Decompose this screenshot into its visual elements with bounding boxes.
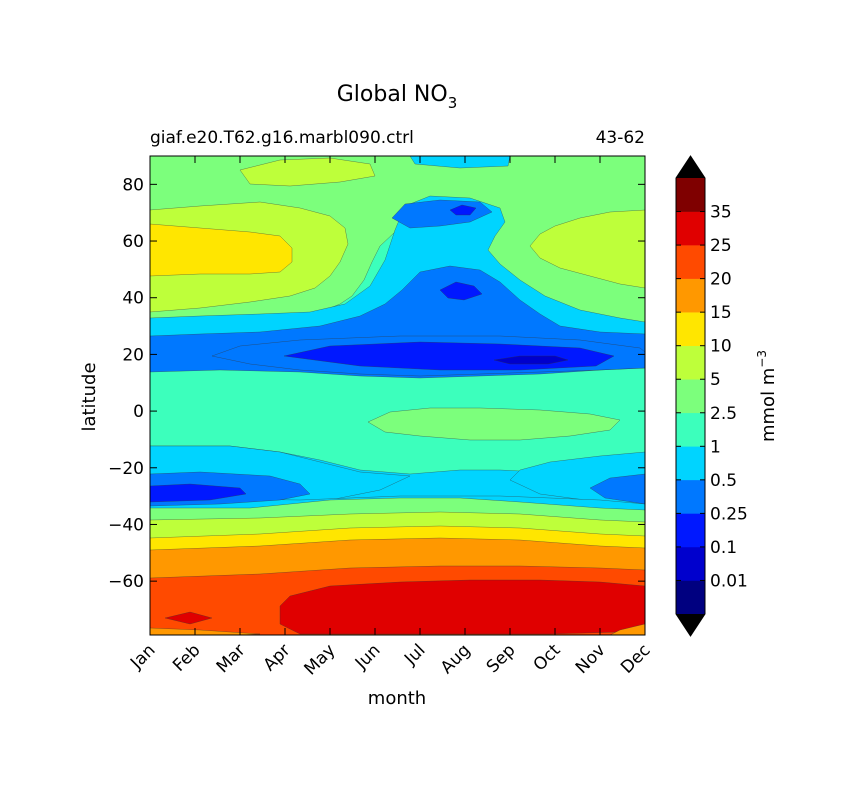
x-tick-label: Feb	[169, 640, 204, 675]
colorbar-extend-high	[676, 156, 705, 178]
x-tick-label: Dec	[617, 640, 654, 677]
colorbar-tick-label: 20	[710, 270, 732, 290]
x-tick-label: Mar	[213, 640, 250, 677]
subtitle-right: 43-62	[596, 128, 645, 148]
y-tick-label: 20	[122, 345, 144, 365]
colorbar-tick-label: 10	[710, 337, 732, 357]
x-tick-label: Apr	[260, 640, 295, 675]
band-south-0_1-0_25-west	[150, 483, 247, 503]
colorbar-label-superscript: −3	[755, 350, 769, 368]
colorbar-swatch	[676, 580, 705, 615]
band-north-5-10-top	[239, 157, 376, 187]
band-south-25-35-small	[164, 611, 213, 625]
chart-title-subscript: 3	[448, 94, 458, 112]
colorbar-swatch	[676, 513, 705, 548]
x-axis-label: month	[368, 688, 426, 709]
colorbar-swatch	[676, 345, 705, 380]
colorbar-label: mmol m−3	[755, 350, 779, 442]
y-tick-label: 80	[122, 175, 144, 195]
colorbar-swatch	[676, 546, 705, 581]
band-north-subtrop-0_01-0_1	[493, 355, 569, 365]
colorbar-swatch	[676, 479, 705, 514]
colorbar-tick-label: 35	[710, 203, 732, 223]
contour-field	[150, 156, 645, 635]
x-tick-label: May	[301, 640, 340, 679]
band-north-0_1-0_25-mid	[439, 281, 483, 301]
y-tick-label: −40	[108, 515, 144, 535]
colorbar-extend-low	[676, 614, 705, 636]
colorbar-tick-label: 0.25	[710, 504, 748, 524]
chart-title-main: Global NO	[337, 82, 448, 107]
y-tick-label: 40	[122, 289, 144, 309]
x-tick-label: Aug	[437, 640, 475, 678]
colorbar-swatch	[676, 446, 705, 481]
y-axis: 80 60 40 20 0 −20 −40 −60	[108, 175, 645, 592]
colorbar-tick-label: 0.1	[710, 538, 737, 558]
band-south-0_25-0_5-east	[589, 473, 645, 505]
band-equatorial-2_5-5	[367, 407, 621, 441]
colorbar-tick-label: 15	[710, 303, 732, 323]
plot-frame	[149, 155, 646, 636]
colorbar-swatch	[676, 278, 705, 313]
colorbar-tick-label: 2.5	[710, 404, 737, 424]
y-tick-label: 0	[133, 402, 144, 422]
band-south-15-20-edge	[150, 627, 261, 635]
colorbar-swatch	[676, 379, 705, 414]
y-axis-label: latitude	[79, 362, 100, 431]
x-tick-label: Oct	[530, 640, 565, 675]
subtitle-left: giaf.e20.T62.g16.marbl090.ctrl	[150, 128, 414, 148]
x-tick-label: Jan	[126, 640, 159, 673]
chart-title: Global NO3	[337, 82, 458, 112]
band-south-15-20-edge-east	[609, 623, 645, 635]
colorbar-tick-label: 1	[710, 437, 721, 457]
band-north-0_1-0_25-cap	[449, 204, 477, 216]
colorbar-swatch	[676, 412, 705, 447]
x-tick-label: Sep	[483, 640, 520, 677]
colorbar-tick-label: 25	[710, 236, 732, 256]
colorbar-swatch	[676, 211, 705, 246]
colorbar-tick-label: 0.01	[710, 571, 748, 591]
colorbar: 0.01 0.1 0.25 0.5 1 2.5 5 10 15 20 25 35	[675, 155, 748, 637]
colorbar-tick-label: 0.5	[710, 471, 737, 491]
x-tick-label: Nov	[572, 640, 610, 678]
band-north-5-10-east	[529, 209, 645, 289]
y-tick-label: −60	[108, 572, 144, 592]
colorbar-swatch	[676, 178, 705, 212]
colorbar-swatch	[676, 312, 705, 346]
colorbar-outline	[675, 155, 706, 637]
band-north-10-15	[150, 223, 293, 277]
y-tick-label: 60	[122, 232, 144, 252]
colorbar-label-main: mmol m	[758, 368, 779, 442]
y-tick-label: −20	[108, 459, 144, 479]
colorbar-tick-label: 5	[710, 370, 721, 390]
band-south-25-35	[279, 579, 645, 635]
band-north-0_5-1-top	[409, 156, 511, 169]
colorbar-swatch	[676, 245, 705, 279]
x-tick-label: Jul	[400, 640, 429, 669]
x-tick-label: Jun	[351, 640, 385, 674]
